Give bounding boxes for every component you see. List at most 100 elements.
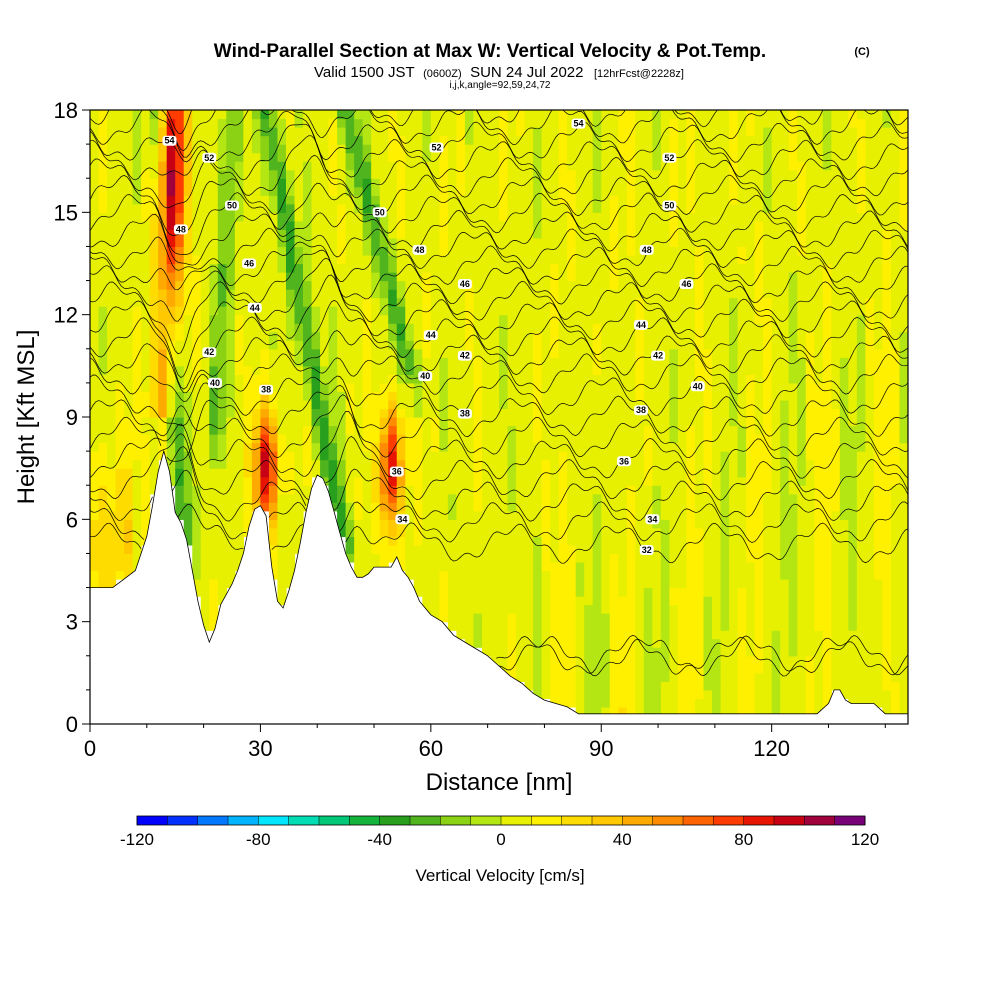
velocity-cell [524, 161, 534, 171]
velocity-cell [660, 536, 671, 546]
velocity-cell [780, 459, 790, 469]
velocity-cell [388, 144, 398, 154]
velocity-cell [268, 195, 279, 205]
velocity-cell [635, 195, 645, 205]
velocity-cell [686, 399, 696, 410]
velocity-cell [592, 553, 602, 563]
velocity-cell [635, 203, 645, 213]
velocity-cell [388, 536, 398, 546]
velocity-cell [712, 596, 722, 606]
velocity-cell [643, 630, 653, 640]
velocity-cell [107, 331, 117, 341]
velocity-cell [737, 638, 747, 648]
velocity-cell [251, 246, 262, 256]
velocity-cell [712, 212, 722, 222]
velocity-cell [251, 314, 262, 324]
velocity-cell [226, 459, 236, 469]
velocity-cell [354, 272, 364, 282]
velocity-cell [481, 374, 492, 384]
velocity-cell [746, 596, 756, 606]
velocity-cell [677, 169, 688, 179]
velocity-cell [592, 195, 602, 205]
velocity-cell [277, 110, 287, 120]
velocity-cell [660, 382, 671, 393]
velocity-cell [175, 254, 185, 265]
velocity-cell [320, 135, 330, 145]
velocity-cell [669, 561, 679, 572]
velocity-cell [149, 178, 159, 188]
velocity-cell [737, 459, 747, 469]
velocity-cell [447, 408, 457, 418]
velocity-cell [584, 647, 594, 657]
velocity-cell [158, 408, 168, 418]
velocity-cell [618, 365, 628, 375]
velocity-cell [175, 263, 185, 273]
velocity-cell [669, 459, 679, 469]
velocity-cell [694, 442, 705, 452]
velocity-cell [311, 314, 321, 324]
velocity-cell [277, 348, 287, 358]
velocity-cell [200, 127, 210, 137]
velocity-cell [677, 374, 688, 384]
velocity-cell [175, 272, 185, 282]
velocity-cell [166, 237, 176, 248]
velocity-cell [771, 280, 781, 290]
velocity-cell [473, 144, 483, 154]
velocity-cell [720, 408, 730, 418]
velocity-cell [609, 289, 619, 299]
velocity-cell [601, 203, 611, 213]
velocity-cell [243, 417, 253, 427]
velocity-cell [635, 706, 645, 717]
velocity-cell [337, 144, 347, 154]
velocity-cell [575, 306, 585, 316]
velocity-cell [192, 220, 202, 230]
velocity-cell [98, 544, 108, 555]
velocity-cell [345, 306, 355, 316]
velocity-cell [226, 374, 236, 384]
velocity-cell [422, 263, 432, 273]
velocity-cell [737, 306, 747, 316]
velocity-cell [575, 254, 585, 265]
velocity-cell [516, 331, 526, 341]
velocity-cell [635, 536, 645, 546]
velocity-cell [524, 399, 534, 410]
velocity-cell [763, 365, 773, 375]
velocity-cell [200, 374, 210, 384]
velocity-cell [771, 672, 781, 682]
velocity-cell [141, 178, 151, 188]
velocity-cell [524, 647, 534, 657]
velocity-cell [763, 127, 773, 137]
velocity-cell [132, 306, 142, 316]
velocity-cell [541, 382, 551, 393]
velocity-cell [192, 391, 202, 401]
velocity-cell [652, 340, 662, 350]
velocity-cell [541, 399, 551, 410]
velocity-cell [294, 127, 304, 137]
velocity-cell [584, 579, 594, 589]
velocity-cell [694, 570, 705, 580]
velocity-cell [754, 254, 764, 265]
velocity-cell [703, 237, 713, 248]
velocity-cell [311, 178, 321, 188]
velocity-cell [294, 263, 304, 273]
velocity-cell [643, 229, 653, 239]
velocity-cell [124, 272, 134, 282]
velocity-cell [285, 144, 296, 154]
velocity-cell [234, 306, 244, 316]
velocity-cell [652, 391, 662, 401]
velocity-cell [251, 374, 262, 384]
velocity-cell [234, 229, 244, 239]
velocity-cell [507, 561, 517, 572]
velocity-cell [763, 220, 773, 230]
velocity-cell [592, 229, 602, 239]
velocity-cell [396, 331, 406, 341]
velocity-cell [251, 220, 262, 230]
velocity-cell [643, 203, 653, 213]
velocity-cell [217, 246, 227, 256]
velocity-cell [158, 348, 168, 358]
velocity-cell [268, 314, 279, 324]
velocity-cell [473, 297, 483, 307]
velocity-cell [558, 186, 568, 196]
velocity-cell [533, 604, 543, 614]
velocity-cell [558, 144, 568, 154]
